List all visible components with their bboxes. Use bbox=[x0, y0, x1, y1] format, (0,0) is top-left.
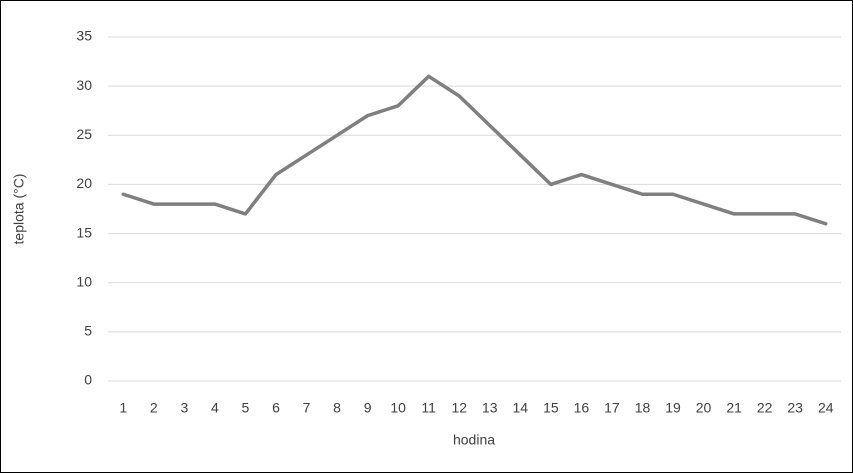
x-tick-label: 21 bbox=[726, 400, 742, 416]
x-tick-label: 15 bbox=[543, 400, 559, 416]
y-tick-label: 0 bbox=[84, 372, 92, 388]
x-tick-label: 17 bbox=[604, 400, 620, 416]
y-tick-label: 5 bbox=[84, 323, 92, 339]
x-tick-label: 19 bbox=[665, 400, 681, 416]
x-tick-label: 16 bbox=[574, 400, 590, 416]
x-tick-label: 12 bbox=[451, 400, 467, 416]
x-tick-label: 14 bbox=[513, 400, 529, 416]
x-tick-label: 1 bbox=[119, 400, 127, 416]
x-tick-label: 7 bbox=[303, 400, 311, 416]
y-tick-label: 30 bbox=[76, 77, 92, 93]
y-tick-label: 25 bbox=[76, 126, 92, 142]
x-tick-label: 24 bbox=[818, 400, 834, 416]
x-tick-label: 6 bbox=[272, 400, 280, 416]
x-tick-label: 2 bbox=[150, 400, 158, 416]
x-tick-label: 10 bbox=[390, 400, 406, 416]
x-axis-title: hodina bbox=[453, 432, 495, 448]
x-tick-label: 4 bbox=[211, 400, 219, 416]
x-tick-label: 8 bbox=[333, 400, 341, 416]
x-tick-label: 23 bbox=[787, 400, 803, 416]
x-tick-label: 9 bbox=[364, 400, 372, 416]
y-tick-label: 35 bbox=[76, 28, 92, 44]
x-tick-label: 5 bbox=[242, 400, 250, 416]
x-tick-label: 11 bbox=[421, 400, 436, 416]
x-tick-label: 22 bbox=[757, 400, 773, 416]
data-line bbox=[121, 74, 828, 226]
y-tick-label: 20 bbox=[76, 175, 92, 191]
x-tick-label: 18 bbox=[635, 400, 651, 416]
x-tick-label: 20 bbox=[696, 400, 712, 416]
y-tick-label: 15 bbox=[76, 224, 92, 240]
y-tick-label: 10 bbox=[76, 273, 92, 289]
y-axis-title: teplota (°C) bbox=[11, 174, 27, 245]
x-tick-label: 13 bbox=[482, 400, 498, 416]
x-tick-label: 3 bbox=[180, 400, 188, 416]
